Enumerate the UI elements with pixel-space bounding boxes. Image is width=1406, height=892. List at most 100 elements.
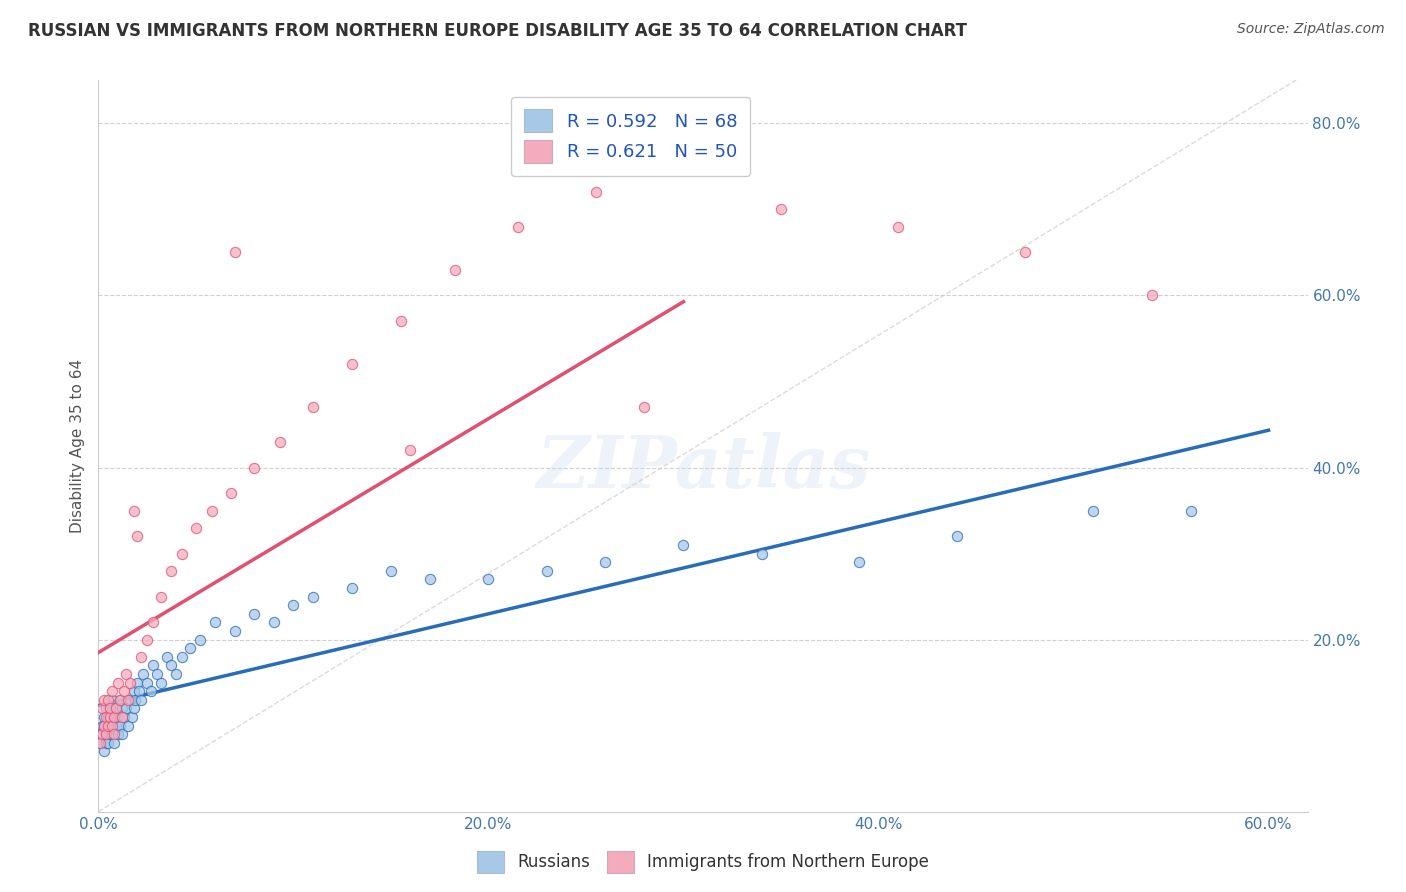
Point (283, 598, 305, 612)
Point (118, 693, 141, 707)
Point (108, 693, 131, 707)
Point (103, 727, 125, 741)
Point (945, 529, 967, 543)
Point (97, 710, 120, 724)
Point (107, 727, 129, 741)
Point (93, 719, 115, 733)
Point (124, 693, 146, 707)
Point (122, 503, 145, 517)
Point (108, 693, 131, 707)
Point (131, 693, 153, 707)
Point (93, 744, 115, 758)
Point (263, 615, 285, 630)
Point (585, 185, 607, 199)
Point (142, 615, 165, 630)
Point (114, 701, 136, 715)
Point (340, 357, 363, 371)
Point (444, 262, 467, 277)
Point (122, 701, 145, 715)
Point (139, 684, 162, 698)
Point (204, 615, 226, 630)
Point (188, 632, 211, 647)
Point (165, 667, 187, 681)
Point (477, 573, 499, 587)
Point (633, 401, 655, 415)
Point (243, 460, 266, 475)
Point (96, 701, 118, 715)
Point (149, 675, 172, 690)
Point (149, 590, 172, 604)
Point (98, 701, 121, 715)
Point (91, 701, 114, 715)
Legend: R = 0.592   N = 68, R = 0.621   N = 50: R = 0.592 N = 68, R = 0.621 N = 50 (510, 96, 749, 176)
Point (101, 693, 124, 707)
Point (107, 710, 129, 724)
Point (98, 727, 121, 741)
Point (93, 719, 115, 733)
Point (340, 581, 363, 595)
Point (172, 547, 194, 561)
Point (104, 719, 127, 733)
Point (380, 564, 402, 578)
Point (111, 710, 134, 724)
Point (127, 675, 149, 690)
Point (1014, 245, 1036, 260)
Point (111, 727, 134, 741)
Point (389, 314, 412, 328)
Point (122, 684, 145, 698)
Point (179, 641, 201, 656)
Point (104, 701, 127, 715)
Point (97, 719, 120, 733)
Point (104, 701, 127, 715)
Point (399, 443, 422, 458)
Point (536, 564, 558, 578)
Point (672, 159, 695, 173)
Point (97, 736, 120, 750)
Point (1081, 503, 1104, 517)
Point (101, 727, 124, 741)
Point (96, 736, 118, 750)
Point (302, 590, 325, 604)
Point (302, 401, 325, 415)
Point (98, 701, 121, 715)
Point (114, 667, 136, 681)
Point (107, 675, 129, 690)
Point (142, 658, 165, 673)
Point (91, 719, 114, 733)
Point (97, 719, 120, 733)
Point (93, 693, 115, 707)
Point (769, 202, 792, 217)
Point (269, 434, 291, 449)
Point (127, 529, 149, 543)
Point (91, 727, 114, 741)
Point (96, 710, 118, 724)
Point (91, 727, 114, 741)
Point (751, 547, 773, 561)
Point (172, 649, 194, 664)
Point (108, 719, 131, 733)
Point (89, 736, 111, 750)
Point (96, 727, 118, 741)
Point (219, 486, 242, 500)
Point (112, 710, 135, 724)
Point (136, 632, 159, 647)
Point (101, 719, 124, 733)
Point (117, 693, 139, 707)
Point (159, 658, 181, 673)
Point (121, 710, 143, 724)
Point (224, 245, 246, 260)
Point (97, 693, 120, 707)
Point (98, 710, 121, 724)
Y-axis label: Disability Age 35 to 64: Disability Age 35 to 64 (69, 359, 84, 533)
Point (156, 649, 179, 664)
Text: Source: ZipAtlas.com: Source: ZipAtlas.com (1237, 22, 1385, 37)
Text: ZIPatlas: ZIPatlas (536, 433, 870, 503)
Point (136, 675, 159, 690)
Point (128, 684, 150, 698)
Point (101, 684, 124, 698)
Point (112, 684, 135, 698)
Point (848, 555, 870, 569)
Point (96, 727, 118, 741)
Point (118, 675, 141, 690)
Point (887, 219, 910, 234)
